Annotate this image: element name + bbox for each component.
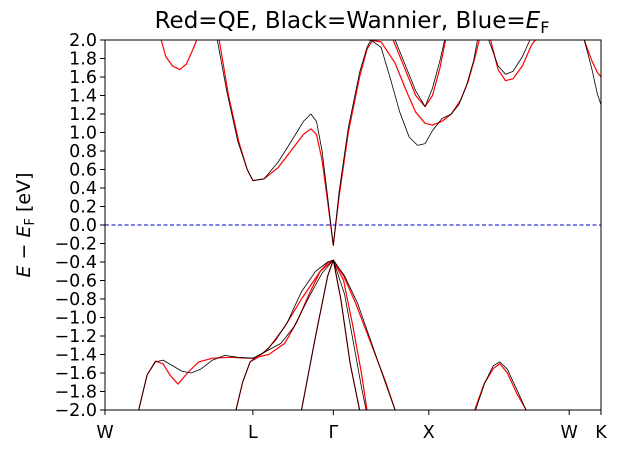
y-axis-label-energy: E (13, 266, 35, 278)
y-tick-label: 0.8 (69, 142, 97, 162)
y-tick-label: 0.4 (69, 179, 97, 199)
y-tick-label: 0.2 (69, 198, 97, 218)
y-tick-label: 1.4 (69, 87, 97, 107)
wannier-band-12 (301, 259, 360, 411)
x-tick-label: X (423, 423, 435, 443)
y-tick-label: 1.8 (69, 50, 97, 70)
chart-title-text: Red=QE, Black=Wannier, Blue= (155, 8, 526, 34)
x-tick-label: W (561, 423, 578, 443)
qe-band-8 (490, 39, 537, 82)
y-tick-label: −2.0 (55, 401, 98, 421)
wannier-band-18 (583, 39, 602, 106)
y-tick-label: −0.6 (55, 272, 98, 292)
y-tick-label: −1.4 (55, 346, 98, 366)
y-axis-label-minus: − (13, 238, 35, 266)
x-tick-label: W (96, 423, 113, 443)
plot-area (104, 39, 602, 411)
wannier-band-14 (216, 39, 372, 246)
y-tick-label: −1.0 (55, 309, 98, 329)
y-axis-label-fermi-symbol: E (13, 226, 35, 238)
chart-title-fermi-subscript: F (540, 18, 549, 37)
y-tick-label: −1.8 (55, 383, 98, 403)
y-tick-label: −0.4 (55, 253, 98, 273)
chart-title: Red=QE, Black=Wannier, Blue=EF (155, 8, 550, 37)
qe-band-4 (160, 39, 198, 71)
y-tick-label: 1.2 (69, 105, 97, 125)
wannier-band-16 (394, 39, 446, 107)
chart-title-fermi-symbol: E (526, 8, 541, 34)
y-tick-label: 0.6 (69, 161, 97, 181)
wannier-band-17 (488, 39, 531, 75)
y-axis: −2.0−1.8−1.6−1.4−1.2−1.0−0.8−0.6−0.4−0.2… (55, 31, 105, 421)
qe-band-0 (138, 259, 396, 411)
qe-band-6 (368, 39, 480, 126)
qe-band-9 (583, 39, 602, 78)
y-axis-label: E − EF [eV] (13, 172, 38, 277)
y-tick-label: 1.6 (69, 68, 97, 88)
x-tick-label: K (595, 423, 607, 443)
y-axis-label-fermi-subscript: F (23, 218, 38, 225)
y-tick-label: −1.2 (55, 327, 98, 347)
y-tick-label: −0.8 (55, 290, 98, 310)
y-axis-label-unit: [eV] (13, 172, 35, 218)
y-tick-label: 2.0 (69, 31, 97, 51)
y-tick-label: −0.2 (55, 235, 98, 255)
y-tick-label: 1.0 (69, 124, 97, 144)
x-tick-label: L (248, 423, 258, 443)
y-tick-label: 0.0 (69, 216, 97, 236)
x-tick-label: Γ (328, 423, 338, 443)
wannier-band-15 (370, 39, 478, 146)
wannier-band-11 (235, 259, 367, 411)
wannier-band-13 (475, 361, 527, 411)
band-curves (138, 39, 602, 411)
y-tick-label: −1.6 (55, 364, 98, 384)
